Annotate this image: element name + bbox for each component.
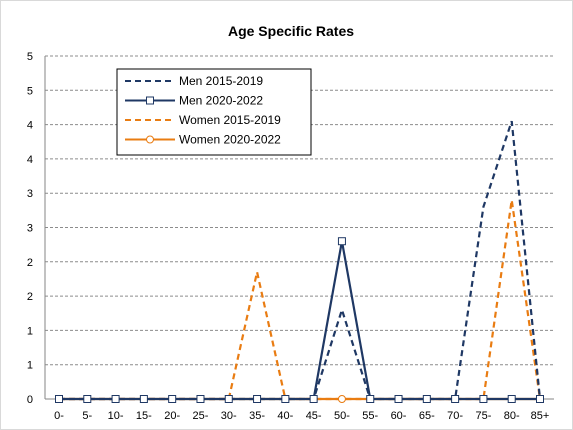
series-line-men-2015-2019 — [59, 120, 542, 401]
legend-label: Men 2020-2022 — [179, 94, 263, 108]
data-point-marker — [281, 395, 290, 403]
data-point-marker — [139, 395, 148, 403]
data-point-marker — [337, 395, 346, 403]
legend-label: Men 2015-2019 — [179, 74, 263, 88]
x-tick-label: 55- — [362, 410, 378, 422]
x-tick-label: 25- — [193, 410, 209, 422]
data-point-marker — [83, 395, 92, 403]
x-tick-label: 35- — [249, 410, 265, 422]
data-point-marker — [366, 395, 375, 403]
x-tick-label: 60- — [391, 410, 407, 422]
data-point-marker — [253, 395, 262, 403]
data-point-marker — [536, 395, 544, 403]
y-tick-label: 1 — [27, 360, 33, 372]
y-tick-labels: 0 1 1 2 2 3 3 4 4 5 5 — [27, 51, 33, 406]
legend-label: Women 2015-2019 — [179, 113, 281, 127]
x-tick-label: 45- — [306, 410, 322, 422]
x-tick-label: 40- — [277, 410, 293, 422]
x-tick-label: 30- — [221, 410, 237, 422]
x-tick-label: 0- — [54, 410, 64, 422]
data-point-marker — [55, 395, 63, 403]
data-point-marker — [337, 237, 346, 246]
chart-title: Age Specific Rates — [228, 23, 354, 39]
x-tick-labels: 0- 5- 10- 15- 20- 25- 30- 35- 40- 45- 50- 55- 60- 65-… — [54, 399, 549, 422]
legend-marker — [146, 135, 154, 144]
series-line-men-2020-2022 — [59, 241, 540, 401]
data-point-marker — [309, 395, 318, 403]
legend: Men 2015-2019 Men 2020-2022 Women 2015-201… — [116, 68, 312, 156]
y-tick-label: 2 — [27, 291, 33, 303]
data-point-marker — [394, 395, 403, 403]
y-tick-label: 4 — [27, 120, 33, 132]
y-tick-label: 3 — [27, 223, 33, 235]
y-tick-label: 5 — [27, 85, 33, 97]
x-tick-label: 5- — [82, 410, 92, 422]
y-tick-label: 5 — [27, 51, 33, 63]
x-tick-label: 50- — [334, 410, 350, 422]
legend-label: Women 2020-2022 — [179, 133, 281, 147]
y-tick-label: 3 — [27, 188, 33, 200]
x-tick-label: 75- — [475, 410, 491, 422]
data-point-marker — [422, 395, 431, 403]
y-tick-label: 0 — [27, 394, 33, 406]
series-line-women-2015-2019 — [59, 199, 542, 401]
data-point-marker — [479, 395, 488, 403]
x-tick-label: 65- — [419, 410, 435, 422]
data-point-marker — [111, 395, 120, 403]
data-point-marker — [224, 395, 233, 403]
x-tick-label: 80- — [504, 410, 520, 422]
legend-marker — [146, 96, 154, 105]
x-tick-label: 70- — [447, 410, 463, 422]
x-tick-label: 15- — [136, 410, 152, 422]
y-tick-label: 1 — [27, 325, 33, 337]
x-tick-label: 10- — [108, 410, 124, 422]
data-point-marker — [451, 395, 460, 403]
y-tick-label: 2 — [27, 257, 33, 269]
x-tick-label: 85+ — [531, 410, 550, 422]
data-point-marker — [507, 395, 516, 403]
x-tick-label: 20- — [164, 410, 180, 422]
series-lines — [55, 120, 544, 403]
data-point-marker — [196, 395, 205, 403]
data-point-marker — [168, 395, 177, 403]
y-tick-label: 4 — [27, 154, 33, 166]
